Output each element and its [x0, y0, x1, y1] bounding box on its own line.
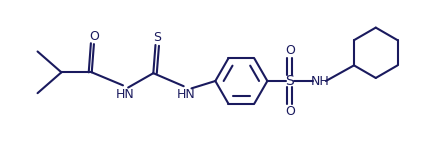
Text: HN: HN [115, 87, 134, 101]
Text: O: O [89, 30, 99, 43]
Text: S: S [153, 31, 161, 44]
Text: S: S [285, 74, 294, 88]
Text: NH: NH [310, 75, 329, 87]
Text: HN: HN [176, 88, 195, 101]
Text: O: O [284, 105, 294, 118]
Text: O: O [284, 44, 294, 57]
